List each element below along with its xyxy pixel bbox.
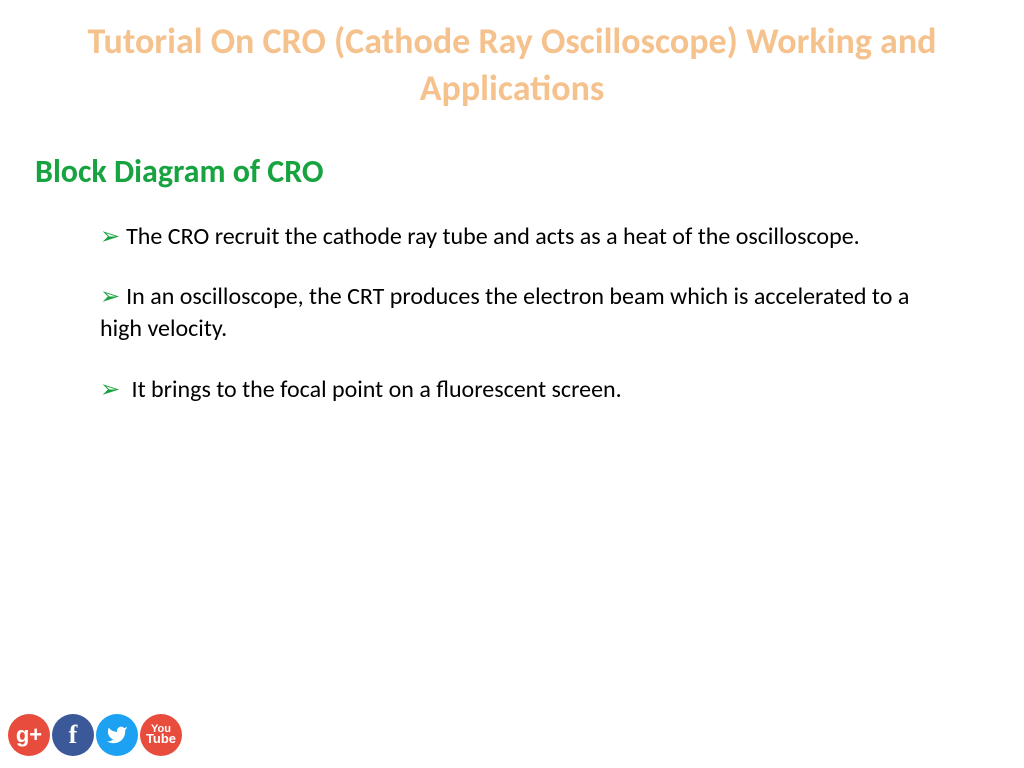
twitter-icon[interactable] — [96, 714, 138, 756]
bullet-marker-icon: ➢ — [100, 374, 120, 406]
bullet-marker-icon: ➢ — [100, 221, 120, 253]
youtube-label-bottom: Tube — [146, 734, 176, 744]
bullet-marker-icon: ➢ — [100, 281, 120, 313]
youtube-icon[interactable]: You Tube — [140, 714, 182, 756]
bullet-text: The CRO recruit the cathode ray tube and… — [126, 222, 860, 251]
social-icons-bar: g+ f You Tube — [8, 714, 182, 756]
bullet-item: ➢In an oscilloscope, the CRT produces th… — [100, 281, 934, 346]
bullet-item: ➢The CRO recruit the cathode ray tube an… — [100, 221, 934, 253]
bullet-list: ➢The CRO recruit the cathode ray tube an… — [0, 191, 1024, 407]
bullet-text: It brings to the focal point on a fluore… — [126, 375, 622, 404]
google-plus-icon[interactable]: g+ — [8, 714, 50, 756]
section-heading: Block Diagram of CRO — [0, 112, 1024, 191]
bullet-text: In an oscilloscope, the CRT produces the… — [100, 282, 909, 343]
facebook-icon[interactable]: f — [52, 714, 94, 756]
bullet-item: ➢ It brings to the focal point on a fluo… — [100, 374, 934, 406]
page-title: Tutorial On CRO (Cathode Ray Oscilloscop… — [0, 0, 1024, 112]
